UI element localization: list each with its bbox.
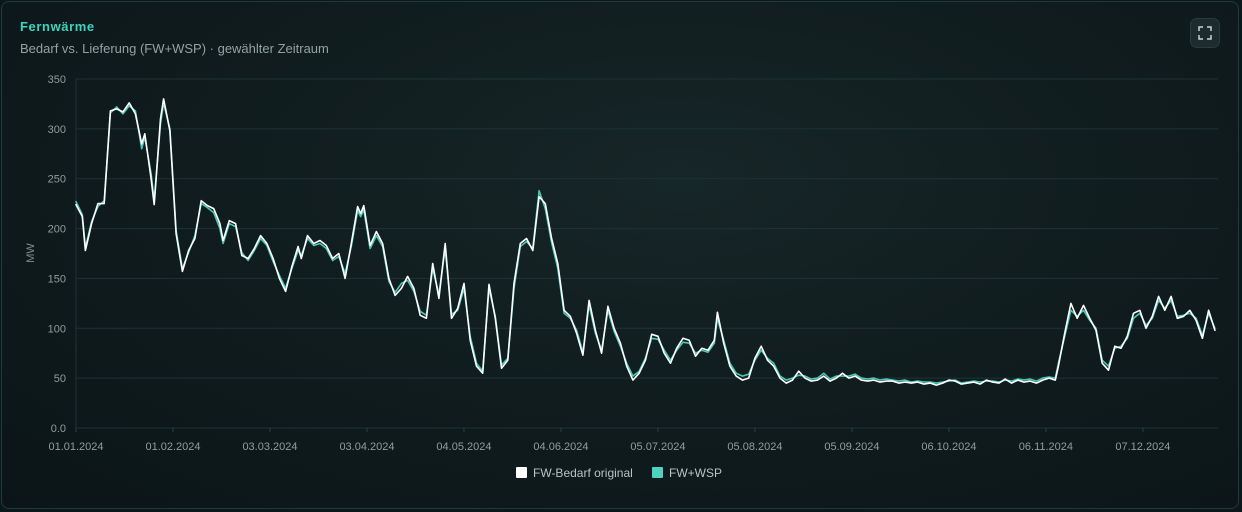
y-axis-label: MW [25,243,37,263]
series-group [75,98,1216,386]
y-axis: 0.0 50 100 150 200 250 300 350 [48,74,66,435]
x-tick-label: 01.01.2024 [48,441,103,453]
y-tick-label: 100 [48,323,66,335]
x-tick-label: 06.11.2024 [1019,441,1073,453]
y-tick-label: 250 [48,174,66,186]
x-axis: 01.01.2024 01.02.2024 03.03.2024 03.04.2024… [48,428,1170,453]
x-tick-label: 06.10.2024 [921,441,976,453]
grid [75,78,1218,429]
card-title: Fernwärme [20,19,95,34]
legend-label-original: FW-Bedarf original [533,466,633,480]
legend-label-fw-wsp: FW+WSP [669,466,722,480]
y-tick-label: 300 [48,124,66,136]
x-tick-label: 01.02.2024 [145,441,200,453]
y-tick-label: 200 [48,224,66,236]
x-tick-label: 05.08.2024 [727,441,782,453]
legend-swatch-fw-wsp [652,467,663,478]
x-tick-label: 03.04.2024 [339,441,394,453]
card-subtitle: Bedarf vs. Lieferung (FW+WSP) · gewählte… [20,41,329,56]
y-tick-label: 50 [54,373,66,385]
x-tick-label: 04.06.2024 [533,441,588,453]
x-tick-label: 07.12.2024 [1115,441,1170,453]
series-line-fw-bedarf-original [75,98,1216,386]
x-tick-label: 05.07.2024 [630,441,685,453]
y-tick-label: 150 [48,273,66,285]
x-tick-label: 04.05.2024 [436,441,491,453]
fullscreen-icon [1198,26,1212,40]
legend-swatch-original [516,467,527,478]
y-tick-label: 0.0 [51,423,66,435]
x-tick-label: 05.09.2024 [824,441,879,453]
series-line-fw-wsp [75,102,1216,384]
legend[interactable]: FW-Bedarf original FW+WSP [516,466,722,480]
fullscreen-button[interactable] [1190,18,1220,48]
y-tick-label: 350 [48,74,66,86]
x-tick-label: 03.03.2024 [242,441,297,453]
